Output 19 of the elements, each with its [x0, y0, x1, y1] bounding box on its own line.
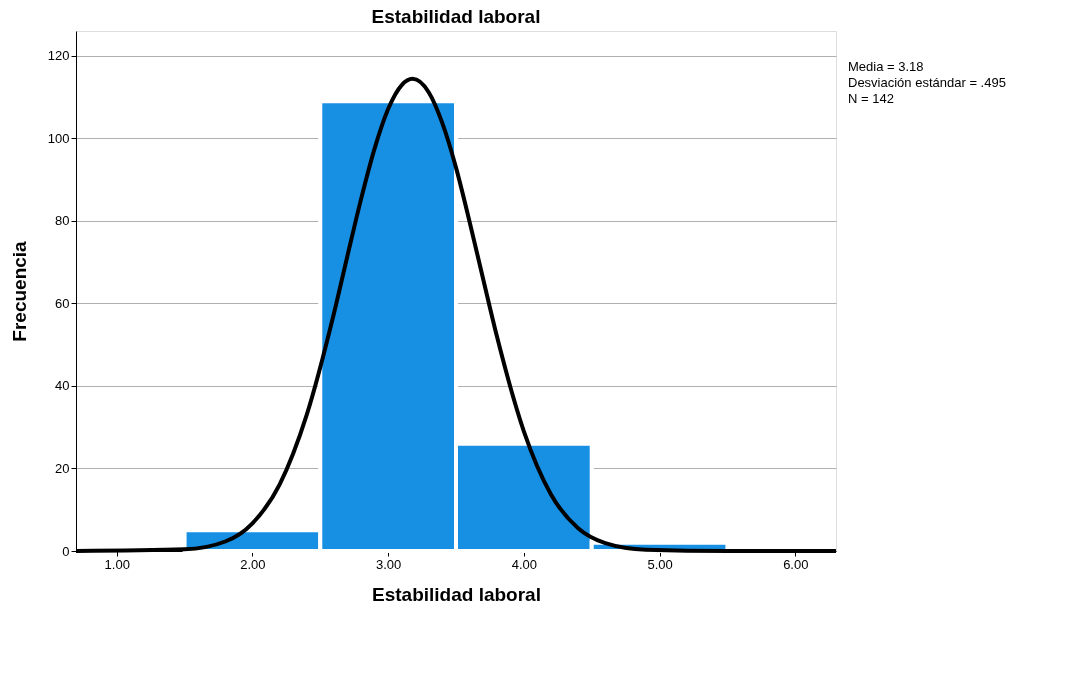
y-tick-label: 0: [62, 543, 70, 559]
text: Desviación estándar = .495: [848, 75, 1006, 90]
chart-title: Estabilidad laboral: [371, 6, 541, 27]
y-tick-label: 80: [55, 213, 70, 229]
text: Media = 3.18: [848, 59, 924, 74]
x-axis-title: Estabilidad laboral: [372, 583, 541, 605]
x-tick-label: 6.00: [783, 556, 809, 572]
x-tick-label: 3.00: [375, 556, 402, 572]
y-axis-title: Frecuencia: [8, 240, 30, 342]
text: N = 142: [848, 91, 894, 106]
y-tick-label: 20: [55, 460, 70, 476]
x-tick-label: 4.00: [511, 556, 538, 572]
y-tick-label: 100: [47, 130, 70, 146]
y-tick-label: 60: [55, 295, 70, 311]
y-tick-label: 40: [55, 378, 70, 394]
x-tick-label: 1.00: [104, 556, 130, 572]
x-tick-label: 2.00: [240, 556, 266, 572]
y-tick-label: 120: [47, 48, 70, 64]
x-tick-label: 5.00: [647, 556, 673, 572]
